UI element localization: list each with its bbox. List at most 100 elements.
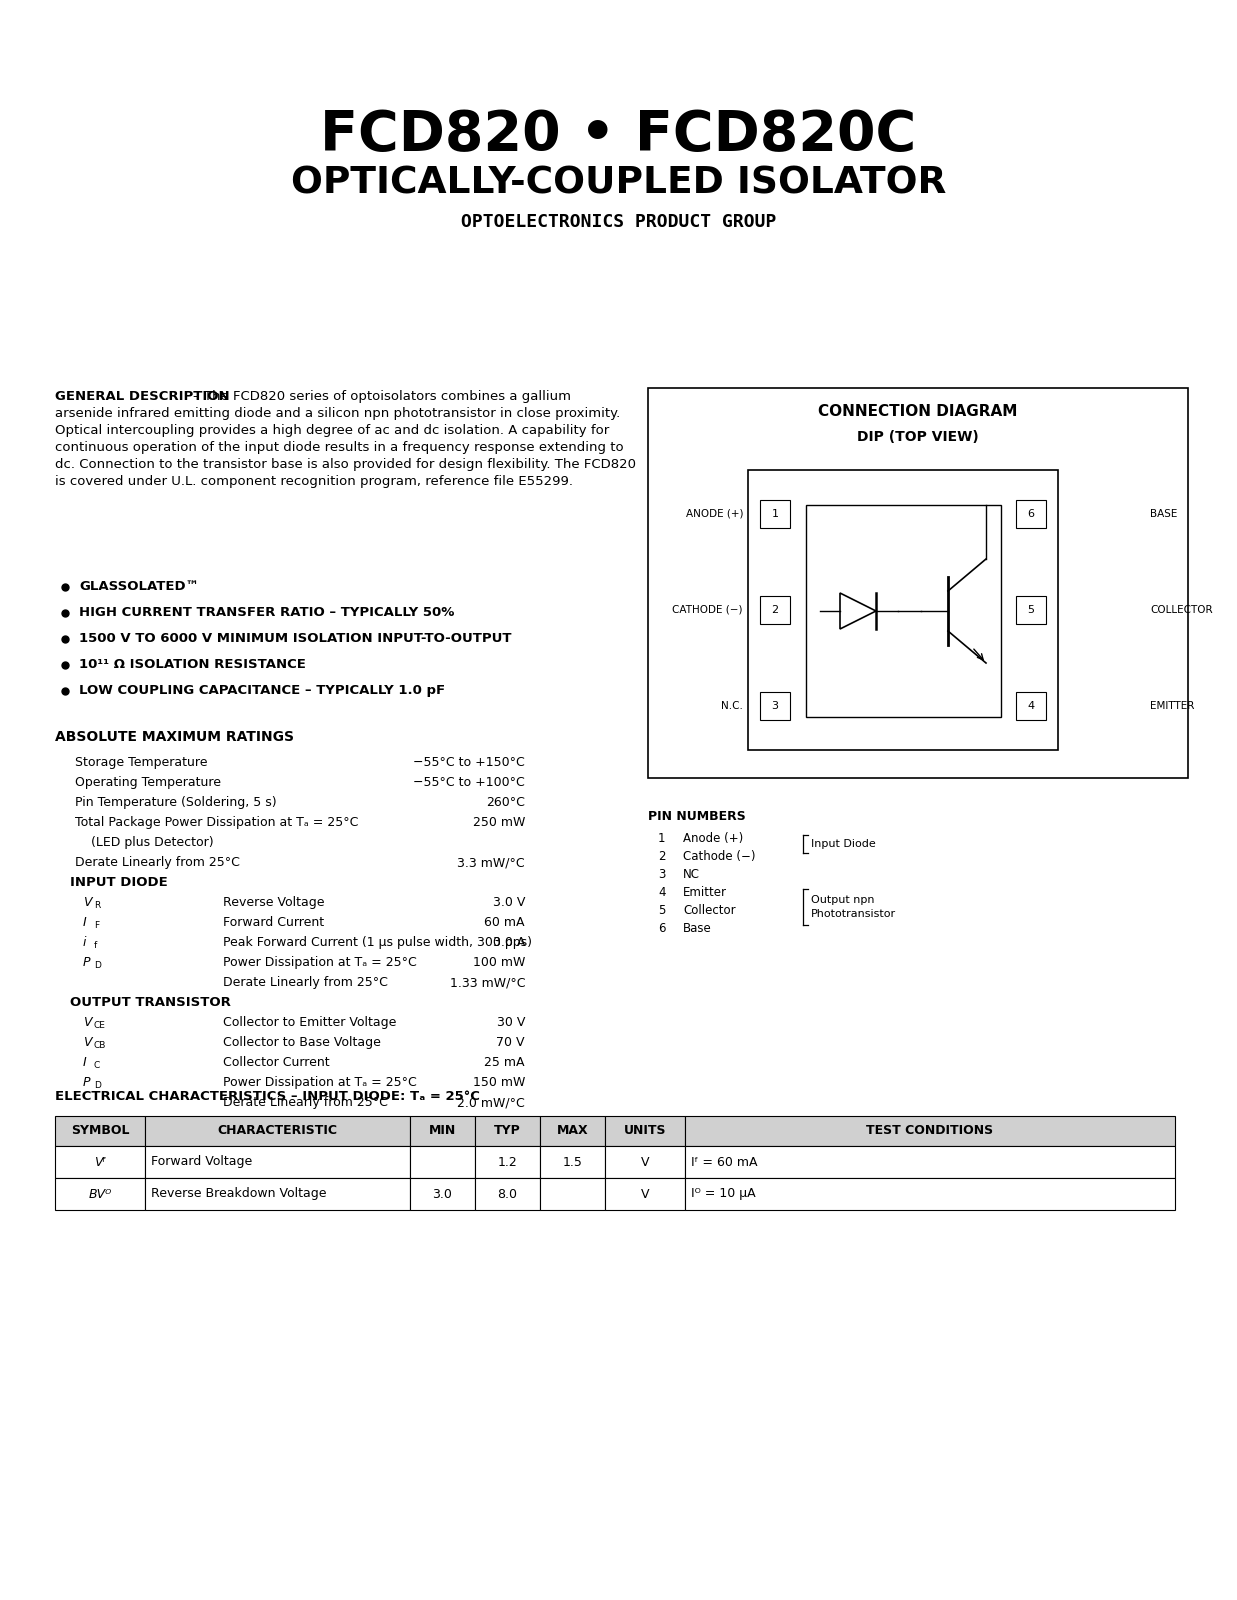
Text: TEST CONDITIONS: TEST CONDITIONS [866, 1125, 993, 1138]
Text: LOW COUPLING CAPACITANCE – TYPICALLY 1.0 pF: LOW COUPLING CAPACITANCE – TYPICALLY 1.0… [79, 685, 445, 698]
Text: 1: 1 [658, 832, 666, 845]
Text: 4: 4 [1028, 701, 1034, 710]
Bar [605, 1146, 685, 1178]
Text: COLLECTOR: COLLECTOR [1150, 605, 1212, 614]
Text: R: R [94, 901, 100, 910]
Bar [54, 1117, 145, 1146]
Text: 1.33 mW/°C: 1.33 mW/°C [449, 976, 524, 989]
Text: BVᴼ: BVᴼ [88, 1187, 111, 1200]
Text: MAX: MAX [557, 1125, 589, 1138]
Text: V: V [83, 896, 92, 909]
Text: DIP (TOP VIEW): DIP (TOP VIEW) [857, 430, 978, 443]
Text: Power Dissipation at Tₐ = 25°C: Power Dissipation at Tₐ = 25°C [223, 955, 417, 970]
Bar [475, 1117, 541, 1146]
Text: PIN NUMBERS: PIN NUMBERS [648, 810, 746, 822]
Text: 4: 4 [658, 886, 666, 899]
Text: NC: NC [683, 867, 700, 882]
Bar [541, 1146, 605, 1178]
Text: V: V [641, 1187, 649, 1200]
Text: Derate Linearly from 25°C: Derate Linearly from 25°C [75, 856, 240, 869]
Bar [685, 1117, 1175, 1146]
Text: UNITS: UNITS [623, 1125, 667, 1138]
Bar [605, 1117, 685, 1146]
Bar [409, 1146, 475, 1178]
Text: Iᴼ = 10 μA: Iᴼ = 10 μA [691, 1187, 756, 1200]
Text: OPTOELECTRONICS PRODUCT GROUP: OPTOELECTRONICS PRODUCT GROUP [461, 213, 776, 230]
Text: ANODE (+): ANODE (+) [685, 509, 743, 518]
Text: P: P [83, 955, 90, 970]
Text: 2: 2 [658, 850, 666, 862]
Text: 70 V: 70 V [496, 1037, 524, 1050]
Text: 2: 2 [772, 605, 778, 614]
Text: Emitter: Emitter [683, 886, 727, 899]
Text: D: D [94, 962, 101, 970]
Text: Forward Current: Forward Current [223, 915, 324, 930]
Text: 3.0: 3.0 [433, 1187, 453, 1200]
Text: ELECTRICAL CHARACTERISTICS – INPUT DIODE: Tₐ = 25°C: ELECTRICAL CHARACTERISTICS – INPUT DIODE… [54, 1090, 480, 1102]
Text: SYMBOL: SYMBOL [71, 1125, 129, 1138]
Text: TYP: TYP [494, 1125, 521, 1138]
Text: Iᶠ = 60 mA: Iᶠ = 60 mA [691, 1155, 757, 1168]
Text: 1: 1 [772, 509, 778, 518]
Text: OUTPUT TRANSISTOR: OUTPUT TRANSISTOR [71, 995, 231, 1010]
Text: CB: CB [94, 1042, 106, 1050]
Text: GENERAL DESCRIPTION: GENERAL DESCRIPTION [54, 390, 230, 403]
Text: Derate Linearly from 25°C: Derate Linearly from 25°C [223, 976, 388, 989]
Text: is covered under U.L. component recognition program, reference file E55299.: is covered under U.L. component recognit… [54, 475, 573, 488]
Text: 6: 6 [1028, 509, 1034, 518]
Text: INPUT DIODE: INPUT DIODE [71, 877, 168, 890]
Bar [1016, 691, 1047, 720]
Text: 5: 5 [1028, 605, 1034, 614]
Text: Operating Temperature: Operating Temperature [75, 776, 221, 789]
Text: 150 mW: 150 mW [473, 1075, 524, 1090]
Text: I: I [83, 915, 87, 930]
Bar [807, 506, 1001, 717]
Text: 10¹¹ Ω ISOLATION RESISTANCE: 10¹¹ Ω ISOLATION RESISTANCE [79, 658, 306, 670]
Text: 3: 3 [658, 867, 666, 882]
Bar [475, 1146, 541, 1178]
Bar [760, 691, 790, 720]
Text: arsenide infrared emitting diode and a silicon npn phototransistor in close prox: arsenide infrared emitting diode and a s… [54, 406, 620, 419]
Bar [145, 1178, 409, 1210]
Text: I: I [83, 1056, 87, 1069]
Text: CHARACTERISTIC: CHARACTERISTIC [218, 1125, 338, 1138]
Text: N.C.: N.C. [721, 701, 743, 710]
Text: Power Dissipation at Tₐ = 25°C: Power Dissipation at Tₐ = 25°C [223, 1075, 417, 1090]
Text: −55°C to +100°C: −55°C to +100°C [413, 776, 524, 789]
Text: C: C [94, 1061, 100, 1070]
Text: Vᶠ: Vᶠ [94, 1155, 106, 1168]
Bar [54, 1146, 145, 1178]
Text: V: V [83, 1037, 92, 1050]
Text: Output npn
Phototransistor: Output npn Phototransistor [811, 896, 896, 918]
Text: Collector to Emitter Voltage: Collector to Emitter Voltage [223, 1016, 396, 1029]
Bar [1016, 499, 1047, 528]
Text: Anode (+): Anode (+) [683, 832, 743, 845]
Text: 3.3 mW/°C: 3.3 mW/°C [458, 856, 524, 869]
Text: 1.2: 1.2 [497, 1155, 517, 1168]
Text: Collector: Collector [683, 904, 736, 917]
Text: 3.0 V: 3.0 V [492, 896, 524, 909]
Text: Cathode (−): Cathode (−) [683, 850, 756, 862]
Text: 100 mW: 100 mW [473, 955, 524, 970]
Text: Forward Voltage: Forward Voltage [151, 1155, 252, 1168]
Bar [1016, 595, 1047, 624]
Text: MIN: MIN [429, 1125, 456, 1138]
Text: Collector Current: Collector Current [223, 1056, 329, 1069]
Text: FCD820 • FCD820C: FCD820 • FCD820C [320, 109, 917, 162]
Text: F: F [94, 922, 99, 930]
Text: EMITTER: EMITTER [1150, 701, 1195, 710]
Text: GLASSOLATED™: GLASSOLATED™ [79, 579, 199, 594]
Text: Reverse Voltage: Reverse Voltage [223, 896, 324, 909]
Text: Pin Temperature (Soldering, 5 s): Pin Temperature (Soldering, 5 s) [75, 795, 277, 810]
Polygon shape [840, 594, 876, 629]
Text: i: i [83, 936, 87, 949]
Text: 260°C: 260°C [486, 795, 524, 810]
Text: CONNECTION DIAGRAM: CONNECTION DIAGRAM [819, 403, 1018, 419]
Bar [475, 1178, 541, 1210]
Text: 5: 5 [658, 904, 666, 917]
Text: 6: 6 [658, 922, 666, 934]
Text: Input Diode: Input Diode [811, 838, 876, 850]
Text: Reverse Breakdown Voltage: Reverse Breakdown Voltage [151, 1187, 327, 1200]
Text: CE: CE [94, 1021, 106, 1030]
Text: 250 mW: 250 mW [473, 816, 524, 829]
